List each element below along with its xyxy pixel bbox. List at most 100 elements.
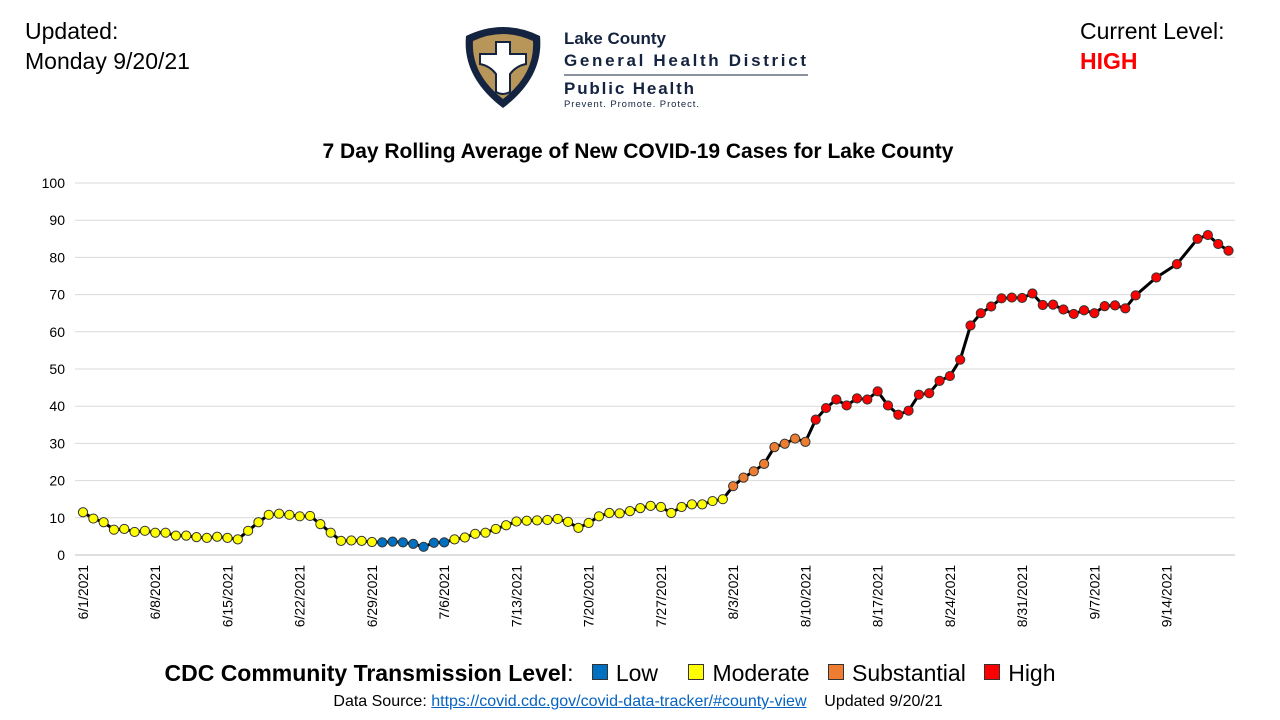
data-point	[428, 537, 439, 548]
data-point	[531, 515, 543, 526]
data-point	[759, 458, 770, 469]
data-point	[779, 438, 790, 449]
legend-item-high: High	[972, 660, 1056, 686]
data-point	[1017, 292, 1028, 304]
data-point	[1213, 238, 1224, 250]
x-tick-label: 8/24/2021	[942, 565, 958, 627]
data-point	[232, 534, 243, 545]
data-point	[593, 511, 605, 522]
data-point	[810, 414, 821, 425]
data-point	[501, 520, 512, 531]
data-point	[212, 531, 223, 542]
data-point	[1068, 308, 1079, 320]
data-point	[1202, 229, 1213, 241]
x-tick-label: 7/20/2021	[581, 565, 597, 627]
data-point	[1223, 245, 1234, 256]
data-point	[955, 354, 966, 365]
updated-date: Monday 9/20/21	[25, 48, 190, 74]
logo-tagline: Prevent. Promote. Protect.	[564, 99, 699, 110]
data-point	[1109, 300, 1121, 311]
data-point	[645, 500, 656, 511]
data-point	[552, 513, 563, 525]
data-point	[397, 537, 409, 548]
y-tick-label: 70	[49, 287, 65, 303]
data-point	[1047, 299, 1059, 310]
data-point	[346, 535, 357, 546]
legend: CDC Community Transmission Level: Low Mo…	[0, 660, 1220, 687]
data-point	[480, 527, 491, 538]
data-point	[1078, 305, 1090, 316]
data-point	[1006, 292, 1017, 303]
data-point	[77, 507, 89, 518]
legend-swatch-high	[984, 664, 1001, 680]
data-point	[614, 508, 625, 519]
data-point	[707, 495, 718, 507]
data-point	[965, 320, 976, 331]
data-point	[934, 375, 945, 387]
data-point	[635, 503, 646, 514]
data-point	[686, 499, 697, 510]
legend-swatch-moderate	[688, 664, 705, 680]
data-point	[1130, 290, 1141, 301]
legend-colon: :	[567, 660, 574, 686]
data-point	[996, 293, 1007, 304]
data-point	[789, 433, 801, 444]
cross-icon	[479, 41, 527, 95]
health-district-logo: Lake County General Health District Publ…	[465, 27, 808, 110]
y-tick-label: 90	[49, 212, 65, 228]
legend-item-low: Low	[580, 660, 658, 686]
data-point	[160, 527, 171, 538]
data-point	[191, 532, 202, 543]
x-tick-label: 8/17/2021	[870, 565, 886, 627]
data-point	[273, 508, 285, 519]
updated-label: Updated:	[25, 18, 119, 44]
legend-label-high: High	[1008, 660, 1056, 686]
data-point	[666, 507, 677, 519]
chart-title: 7 Day Rolling Average of New COVID-19 Ca…	[322, 140, 954, 163]
data-point	[439, 537, 450, 548]
updated-block: Updated: Monday 9/20/21	[25, 16, 190, 76]
data-point	[222, 532, 233, 543]
x-tick-label: 6/22/2021	[292, 565, 308, 627]
x-tick-label: 8/31/2021	[1014, 565, 1030, 627]
data-point	[655, 501, 667, 513]
data-point	[573, 522, 584, 533]
data-point	[1027, 288, 1038, 299]
data-point	[604, 507, 615, 519]
y-tick-label: 100	[42, 175, 66, 191]
data-point	[944, 370, 955, 382]
x-tick-label: 8/3/2021	[725, 565, 741, 620]
logo-line1: Lake County	[564, 29, 667, 48]
source-link[interactable]: https://covid.cdc.gov/covid-data-tracker…	[431, 693, 807, 710]
data-point	[841, 400, 852, 411]
y-tick-label: 40	[49, 398, 65, 414]
data-point	[748, 466, 759, 477]
data-point	[325, 527, 336, 538]
y-tick-label: 10	[49, 510, 65, 526]
data-point	[624, 506, 636, 517]
data-point	[769, 442, 780, 453]
x-tick-label: 6/1/2021	[75, 565, 91, 620]
x-tick-label: 6/15/2021	[219, 565, 235, 627]
data-point	[88, 513, 99, 524]
data-point	[366, 536, 378, 548]
x-tick-label: 9/7/2021	[1086, 565, 1102, 620]
x-tick-label: 6/8/2021	[147, 565, 163, 620]
data-point	[490, 523, 501, 535]
data-point	[356, 535, 367, 546]
x-tick-label: 6/29/2021	[364, 565, 380, 627]
data-point	[1151, 272, 1162, 283]
y-tick-label: 60	[49, 324, 65, 340]
data-point	[893, 409, 904, 420]
data-point	[418, 541, 429, 552]
data-point	[975, 308, 986, 319]
data-point	[139, 525, 151, 536]
data-point	[1037, 299, 1048, 311]
data-point	[583, 517, 594, 529]
data-point	[562, 516, 574, 527]
data-point	[738, 472, 749, 483]
legend-item-substantial: Substantial	[816, 660, 966, 686]
x-tick-label: 7/6/2021	[436, 565, 452, 620]
data-point	[862, 394, 873, 405]
